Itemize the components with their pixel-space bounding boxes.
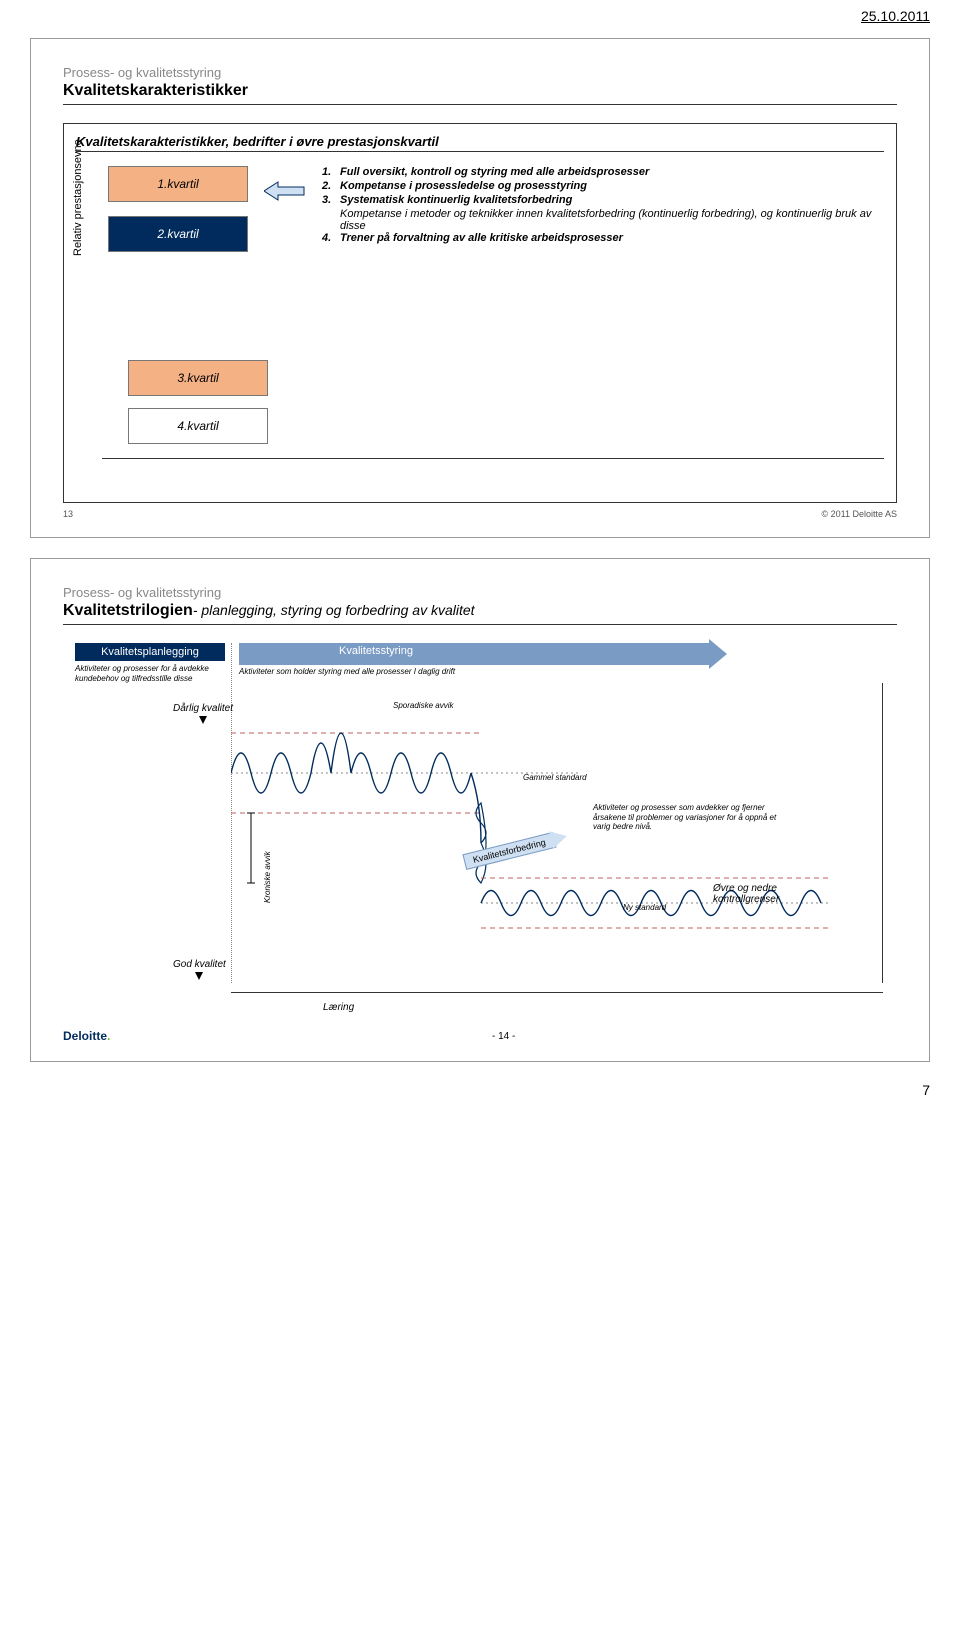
chart-title: Kvalitetskarakteristikker, bedrifter i ø…	[76, 134, 884, 149]
title-rule	[63, 104, 897, 105]
new-standard-label: Ny standard	[623, 903, 666, 912]
slide-1: Prosess- og kvalitetsstyring Kvalitetska…	[30, 38, 930, 538]
control-limits-label: Øvre og nedre kontrollgrenser	[713, 883, 833, 905]
left-arrow-icon	[262, 166, 308, 216]
slide1-title: Kvalitetskarakteristikker	[63, 82, 897, 100]
good-quality-label: God kvalitet	[173, 959, 226, 980]
old-standard-label: Gammel standard	[523, 773, 587, 782]
characteristics-list: 1.Full oversikt, kontroll og styring med…	[322, 166, 884, 246]
control-desc: Aktiviteter som holder styring med alle …	[239, 667, 669, 676]
page-number: 7	[0, 1082, 960, 1110]
slide1-footer-right: © 2011 Deloitte AS	[821, 509, 897, 519]
deloitte-logo: Deloitte.	[63, 1029, 110, 1043]
waveform-svg	[231, 683, 851, 983]
slide2-title: Kvalitetstrilogien- planlegging, styring…	[63, 602, 897, 620]
page-date: 25.10.2011	[0, 0, 960, 28]
characteristic-item: 3.Systematisk kontinuerlig kvalitetsforb…	[322, 194, 884, 206]
control-header: Kvalitetsstyring	[239, 645, 709, 657]
trilogy-diagram: Kvalitetsplanlegging Aktiviteter og pros…	[63, 643, 897, 1023]
right-axis	[882, 683, 883, 983]
slide-2: Prosess- og kvalitetsstyring Kvalitetstr…	[30, 558, 930, 1062]
slide1-footer-left: 13	[63, 509, 73, 519]
learning-label: Læring	[323, 1002, 354, 1013]
characteristic-subtext: Kompetanse i metoder og teknikker innen …	[340, 208, 884, 232]
x-axis	[102, 458, 884, 459]
title-rule-2	[63, 624, 897, 625]
slide1-pretitle: Prosess- og kvalitetsstyring	[63, 65, 897, 80]
sporadic-label: Sporadiske avvik	[393, 701, 453, 710]
y-axis-label: Relativ prestasjonsevne	[72, 139, 84, 256]
quartile-3: 3.kvartil	[128, 360, 268, 396]
planning-header: Kvalitetsplanlegging	[75, 643, 225, 661]
characteristic-item: 1.Full oversikt, kontroll og styring med…	[322, 166, 884, 178]
slide2-title-b: - planlegging, styring og forbedring av …	[193, 602, 475, 618]
improvement-desc: Aktiviteter og prosesser som avdekker og…	[593, 803, 793, 832]
chart-frame: Kvalitetskarakteristikker, bedrifter i ø…	[63, 123, 897, 503]
planning-desc: Aktiviteter og prosesser for å avdekke k…	[75, 664, 225, 683]
arrow-down-icon	[195, 972, 203, 980]
chart-title-rule	[76, 151, 884, 152]
slide2-footer-center: - 14 -	[492, 1031, 515, 1042]
quartile-4: 4.kvartil	[128, 408, 268, 444]
characteristic-item: 4.Trener på forvaltning av alle kritiske…	[322, 232, 884, 244]
chronic-label: Kroniske avvik	[263, 851, 272, 903]
characteristic-item: 2.Kompetanse i prosessledelse og prosess…	[322, 180, 884, 192]
quartile-1: 1.kvartil	[108, 166, 248, 202]
bottom-axis	[231, 992, 883, 993]
quartile-2: 2.kvartil	[108, 216, 248, 252]
slide2-pretitle: Prosess- og kvalitetsstyring	[63, 585, 897, 600]
slide2-title-a: Kvalitetstrilogien	[63, 602, 193, 619]
arrow-down-icon	[199, 716, 207, 724]
bad-quality-label: Dårlig kvalitet	[173, 703, 233, 724]
